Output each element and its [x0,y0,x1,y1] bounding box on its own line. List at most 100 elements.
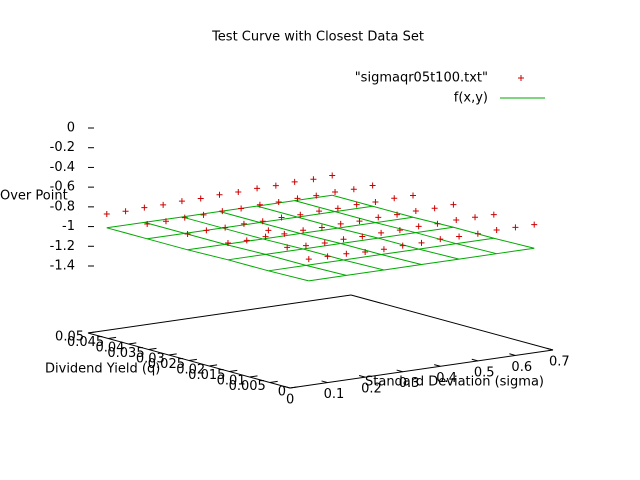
data-point [256,201,263,208]
data-point [415,223,422,230]
mesh-line [294,200,497,255]
data-point [321,239,328,246]
legend-label: f(x,y) [454,91,488,106]
legend-label: "sigmaqr05t100.txt" [355,71,488,86]
data-point [254,185,261,192]
y-tick-label: 0.02 [176,363,205,378]
y-tick [87,331,96,334]
data-point [240,220,247,227]
data-point [302,242,309,249]
data-point [437,236,444,243]
data-point [184,231,191,238]
data-point [493,227,500,234]
data-point [396,227,403,234]
data-point [431,205,438,212]
x-tick-label: 0.6 [511,360,532,375]
y-tick-label: 0 [278,385,286,400]
x-tick-label: 0.3 [399,376,420,391]
x-tick [546,347,554,351]
data-point [456,233,463,240]
data-point [450,201,457,208]
data-point [265,227,272,234]
data-point [334,205,341,212]
x-tick [434,364,441,367]
mesh-line [144,221,347,276]
x-axis-label: Standard Deviation (sigma) [365,375,544,390]
z-axis-label: Over Point [0,189,68,204]
x-tick-label: 0 [286,393,294,408]
mesh-line [256,205,460,260]
y-tick [209,364,218,367]
data-point [181,214,188,221]
y-axis-label: Dividend Yield (q) [45,362,160,377]
data-point [316,208,323,215]
data-point [294,195,301,202]
data-point [369,182,376,189]
axis-line [87,294,352,334]
mesh-line [332,194,535,249]
data-point [291,178,298,185]
x-tick [321,380,328,384]
x-tick-label: 0.7 [549,355,570,370]
y-tick-label: 0.015 [188,368,225,383]
data-point [178,198,185,205]
y-tick-label: 0.025 [148,357,185,372]
data-point [272,182,279,189]
x-tick-label: 0.5 [474,365,495,380]
data-point [332,188,339,195]
data-point [216,191,223,198]
y-tick-label: 0.04 [95,341,124,356]
data-point [394,211,401,218]
x-tick [396,369,403,373]
y-tick-label: 0.005 [229,379,266,394]
data-point [399,242,406,249]
z-tick-label: -0.2 [50,140,75,155]
data-point [243,237,250,244]
data-point [141,204,148,211]
y-tick-label: 0.045 [67,335,104,350]
y-tick [229,369,238,372]
data-point [203,227,210,234]
data-point [313,192,320,199]
data-point [284,244,291,251]
y-tick-label: 0.01 [217,374,246,389]
data-point [297,211,304,218]
data-point [359,233,366,240]
data-point [310,176,317,183]
data-point [512,224,519,231]
data-point [235,189,242,196]
y-tick-label: 0.035 [107,346,144,361]
data-point [197,195,204,202]
y-tick-label: 0.03 [136,352,165,367]
data-point [434,220,441,227]
mesh-line [106,227,309,282]
data-point [372,198,379,205]
data-point [200,211,207,218]
data-point [278,214,285,221]
data-point [531,221,538,228]
data-point [474,230,481,237]
y-tick [289,386,298,389]
y-tick [269,380,278,383]
y-tick [128,342,137,345]
data-point [490,211,497,218]
data-point [353,201,360,208]
data-point [103,211,110,217]
z-tick-label: -0.8 [50,199,75,214]
data-point [337,220,344,227]
data-point [281,230,288,237]
z-tick-label: -1.2 [50,239,75,254]
z-tick-label: -1.4 [50,259,75,274]
mesh-line [219,211,422,266]
data-point [350,186,357,193]
x-tick-label: 0.1 [324,387,345,402]
data-point [262,233,269,240]
data-point [305,256,312,263]
data-point [224,240,231,247]
data-point [324,253,331,260]
x-tick [358,375,366,378]
y-tick [249,375,258,378]
x-tick-label: 0.4 [436,371,457,386]
